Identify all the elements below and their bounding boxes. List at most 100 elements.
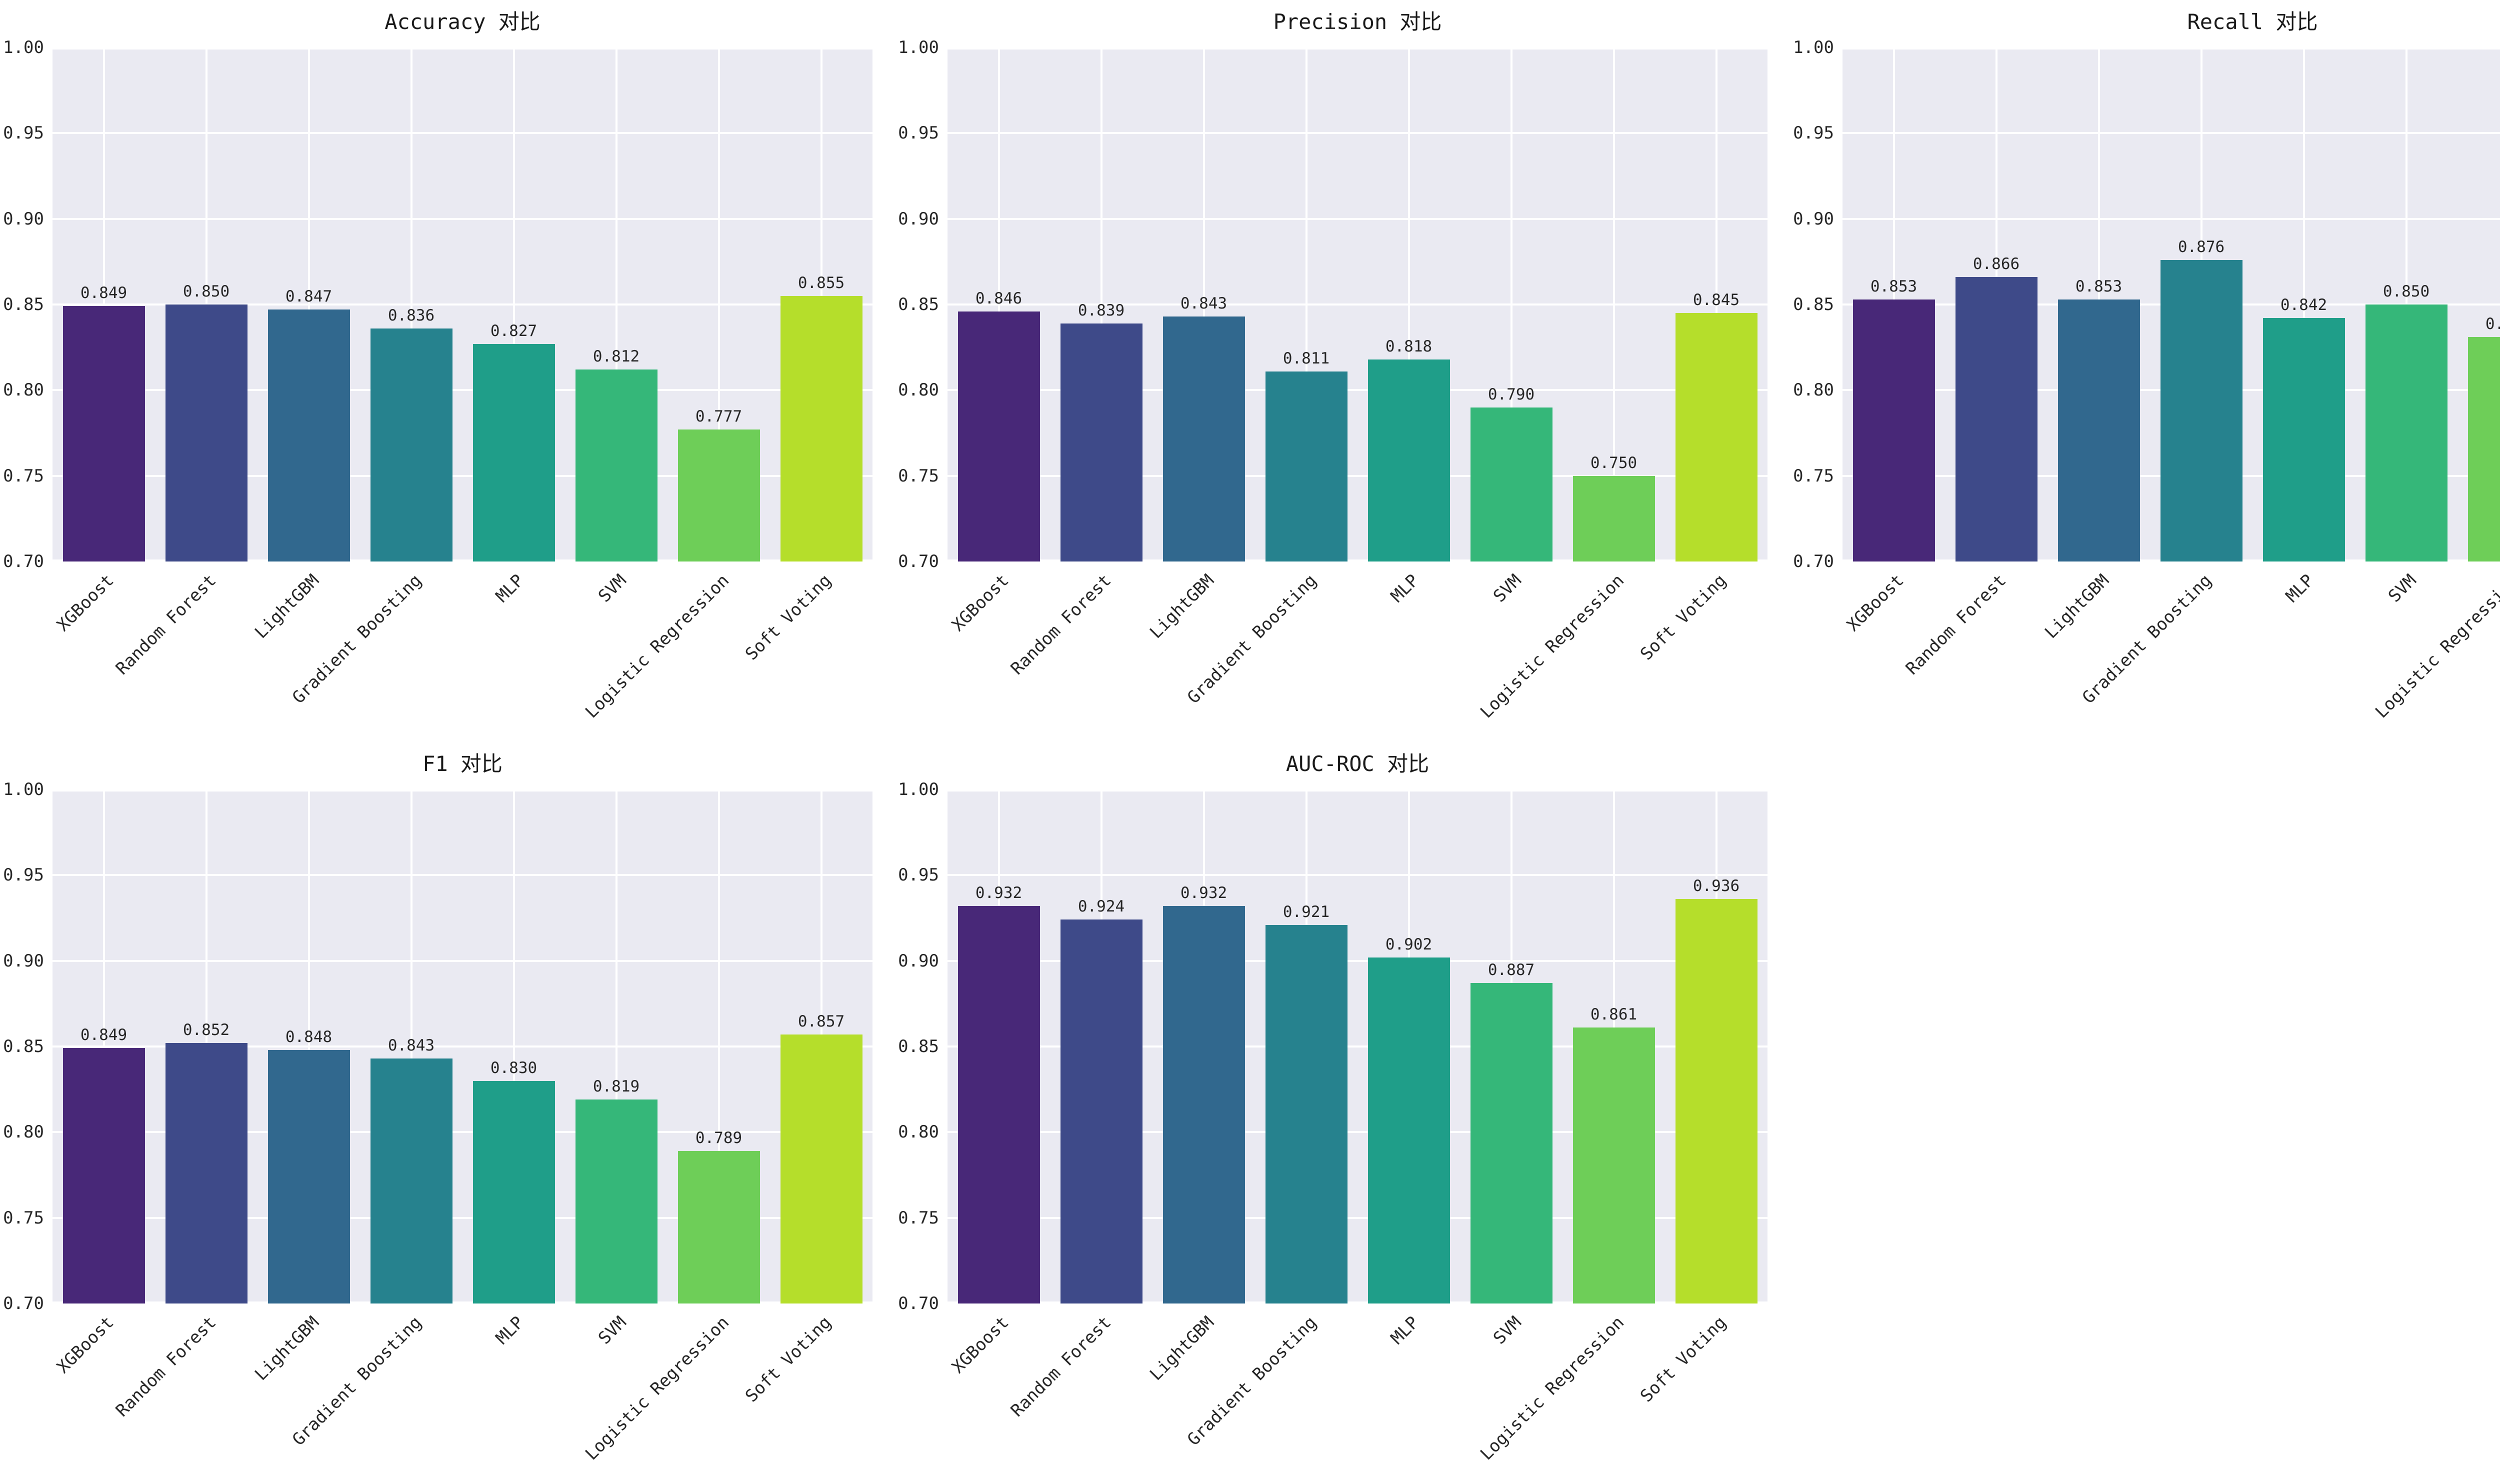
bar-value-label: 0.866: [1972, 255, 2020, 274]
chart-title: Recall 对比: [2187, 10, 2318, 34]
gridline-horizontal: [948, 132, 1768, 134]
gridline-horizontal: [52, 48, 872, 50]
bar-value-label: 0.847: [285, 288, 332, 306]
y-tick-label: 0.70: [3, 552, 44, 572]
x-tick-label: Soft Voting: [742, 570, 836, 664]
bar-xgboost: [62, 306, 145, 562]
bar-value-label: 0.861: [1590, 1006, 1638, 1024]
y-tick-label: 1.00: [898, 780, 939, 800]
bar-value-label: 0.902: [1385, 935, 1432, 954]
bar-value-label: 0.846: [975, 289, 1022, 308]
chart-title: AUC-ROC 对比: [1286, 752, 1430, 776]
y-tick-label: 0.95: [3, 865, 44, 886]
gridline-horizontal: [52, 560, 872, 562]
gridline-horizontal: [1842, 48, 2500, 50]
x-tick-label: Random Forest: [112, 570, 220, 679]
bar-lightgbm: [268, 310, 350, 562]
gridline-horizontal: [948, 474, 1768, 477]
gridline-vertical: [512, 790, 515, 1304]
gridline-horizontal: [52, 389, 872, 392]
chart-cell: Accuracy 对比 1.00 0.95 0.90 0.85 0.80 0.75 0.70 0…: [0, 0, 895, 742]
y-tick-label: 0.80: [898, 1122, 939, 1142]
plot-area: [52, 48, 872, 562]
bar-logistic-regression: [678, 1151, 760, 1304]
gridline-vertical: [615, 790, 618, 1304]
gridline-vertical: [410, 48, 412, 562]
gridline-vertical: [512, 48, 515, 562]
bar-value-label: 0.811: [1282, 349, 1330, 368]
bar-value-label: 0.849: [80, 284, 128, 302]
bar-value-label: 0.750: [1590, 454, 1638, 472]
bar-xgboost: [958, 906, 1040, 1304]
bar-xgboost: [1852, 299, 1935, 562]
gridline-vertical: [1715, 48, 1718, 562]
bar-soft-voting: [1675, 899, 1758, 1304]
gridline-vertical: [615, 48, 618, 562]
y-tick-label: 0.90: [1793, 208, 1834, 229]
gridline-horizontal: [52, 1046, 872, 1048]
bar-svm: [2365, 304, 2448, 562]
gridline-horizontal: [52, 218, 872, 220]
gridline-horizontal: [948, 304, 1768, 306]
x-tick-label: LightGBM: [2040, 570, 2113, 643]
bar-value-label: 0.818: [1385, 337, 1432, 356]
bar-lightgbm: [2058, 299, 2140, 562]
x-tick-label: MLP: [492, 570, 528, 606]
y-tick-label: 0.75: [3, 1208, 44, 1228]
bar-random-forest: [1060, 920, 1142, 1304]
chart-cell: Precision 对比 1.00 0.95 0.90 0.85 0.80 0.75 0.70…: [895, 0, 1790, 742]
bar-soft-voting: [780, 1034, 862, 1304]
gridline-horizontal: [52, 132, 872, 134]
gridline-horizontal: [52, 474, 872, 477]
gridline-horizontal: [1842, 218, 2500, 220]
bar-mlp: [472, 344, 555, 562]
y-tick-label: 0.75: [898, 466, 939, 486]
y-tick-label: 0.85: [898, 294, 939, 314]
bar-svm: [575, 1100, 658, 1304]
gridline-horizontal: [1842, 132, 2500, 134]
gridline-vertical: [410, 790, 412, 1304]
bar-value-label: 0.836: [388, 306, 435, 324]
bar-value-label: 0.857: [798, 1012, 845, 1030]
bar-mlp: [472, 1080, 555, 1304]
bar-lightgbm: [268, 1050, 350, 1304]
gridline-vertical: [1100, 48, 1102, 562]
x-tick-label: XGBoost: [1843, 570, 1908, 636]
y-tick-label: 0.85: [3, 294, 44, 314]
bar-random-forest: [165, 1043, 248, 1304]
y-tick-label: 0.85: [3, 1036, 44, 1056]
y-tick-label: 0.90: [3, 208, 44, 229]
x-tick-label: XGBoost: [53, 1312, 118, 1378]
y-tick-label: 0.70: [1793, 552, 1834, 572]
bar-value-label: 0.853: [2075, 277, 2122, 296]
x-tick-label: Random Forest: [1007, 570, 1116, 679]
gridline-vertical: [102, 790, 105, 1304]
gridline-horizontal: [948, 790, 1768, 792]
bar-logistic-regression: [1572, 1028, 1655, 1304]
gridline-horizontal: [52, 1216, 872, 1219]
x-tick-label: XGBoost: [53, 570, 118, 636]
bar-value-label: 0.842: [2280, 296, 2328, 314]
bar-value-label: 0.845: [1692, 291, 1740, 310]
x-tick-label: MLP: [492, 1312, 528, 1348]
bar-mlp: [1368, 359, 1450, 562]
x-tick-label: LightGBM: [1146, 1312, 1218, 1385]
plot-area: [948, 48, 1768, 562]
gridline-horizontal: [948, 389, 1768, 392]
chart-title: Precision 对比: [1273, 10, 1442, 34]
y-tick-label: 1.00: [3, 38, 44, 58]
x-tick-label: MLP: [1387, 1312, 1423, 1348]
bar-value-label: 0.852: [182, 1021, 230, 1040]
bar-value-label: 0.853: [1870, 277, 1918, 296]
bar-value-label: 0.932: [975, 884, 1022, 902]
gridline-vertical: [1510, 48, 1512, 562]
x-tick-label: XGBoost: [948, 570, 1013, 636]
bar-gradient-boosting: [370, 1058, 452, 1304]
y-tick-label: 0.80: [3, 380, 44, 400]
gridline-vertical: [1408, 48, 1410, 562]
y-tick-label: 0.90: [898, 208, 939, 229]
gridline-vertical: [718, 790, 720, 1304]
bar-svm: [1470, 407, 1552, 562]
x-tick-label: SVM: [594, 1312, 630, 1348]
